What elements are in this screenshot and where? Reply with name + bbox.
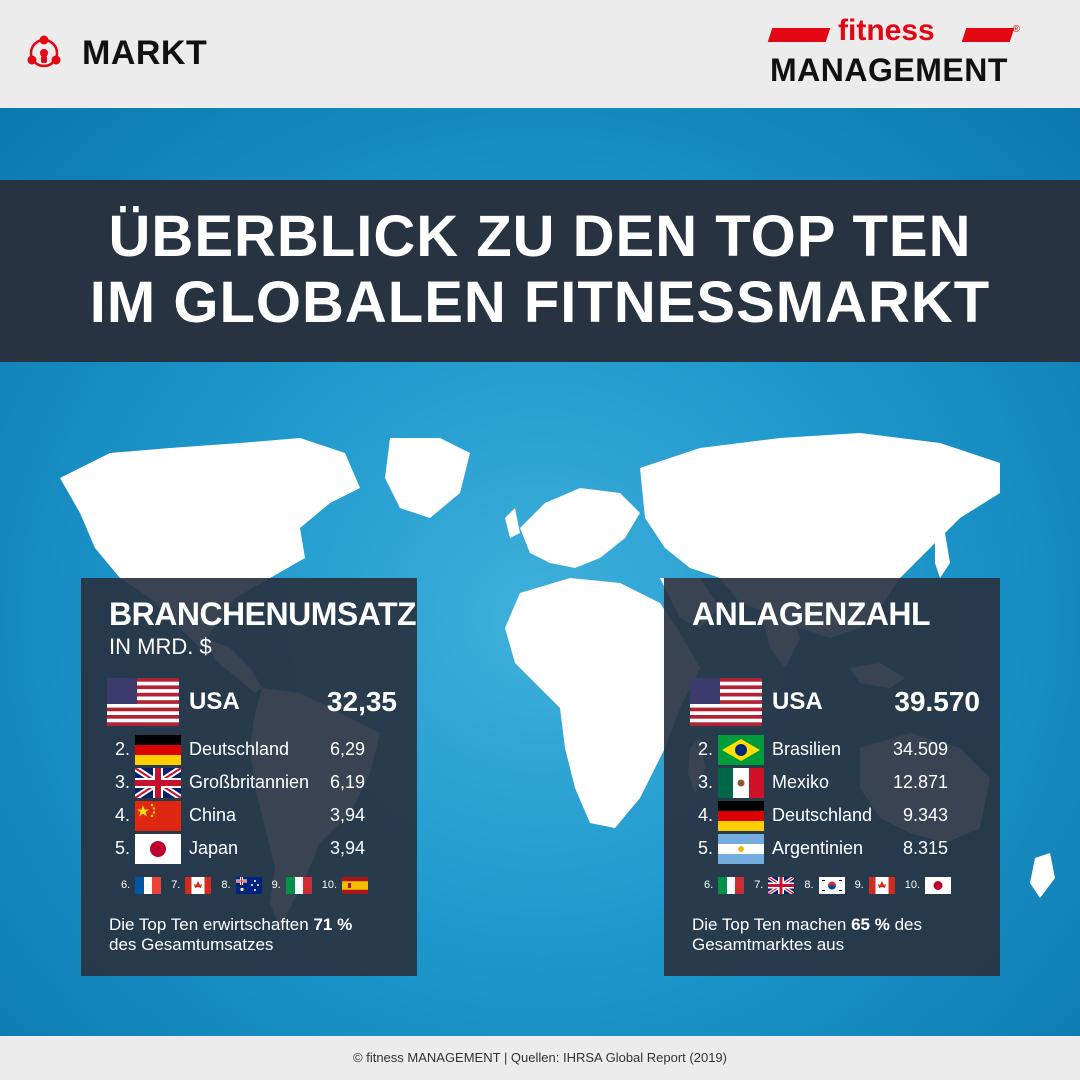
rank-row: 2. Brasilien 34.509: [698, 735, 948, 765]
title-line-2: IM GLOBALEN FITNESSMARKT: [89, 270, 991, 335]
spain-flag-icon: [342, 876, 369, 894]
facilities-note: Die Top Ten machen 65 % des Gesamtmarkte…: [692, 915, 922, 954]
canada-flag-icon: [868, 876, 895, 894]
uk-flag-icon: [135, 768, 181, 798]
logo-management: MANAGEMENT: [770, 52, 1008, 88]
category-label: MARKT: [24, 33, 207, 73]
rank-row: 3. Mexiko 12.871: [698, 768, 948, 798]
country-name: USA: [189, 688, 240, 715]
south-korea-flag-icon: [818, 876, 845, 894]
rank-row: 4. Deutschland 9.343: [698, 801, 948, 831]
japan-flag-icon: [925, 876, 952, 894]
country-name: USA: [772, 688, 823, 715]
argentina-flag-icon: [718, 834, 764, 864]
italy-flag-icon: [285, 876, 312, 894]
rank-row: 5. Japan 3,94: [115, 834, 365, 864]
rank-row: 2. Deutschland 6,29: [115, 735, 365, 765]
usa-flag-icon: [690, 678, 762, 726]
logo-fitness: fitness: [838, 14, 935, 47]
italy-flag-icon: [718, 876, 745, 894]
mexico-flag-icon: [718, 768, 764, 798]
footer: © fitness MANAGEMENT | Quellen: IHRSA Gl…: [0, 1036, 1080, 1080]
title-banner: ÜBERBLICK ZU DEN TOP TEN IM GLOBALEN FIT…: [0, 180, 1080, 362]
france-flag-icon: [135, 876, 162, 894]
country-value: 39.570: [894, 686, 980, 717]
facilities-panel: ANLAGENZAHL USA 39.570 2. Brasilien 34.5…: [664, 578, 1000, 976]
rank-1-row: USA 32,35: [107, 678, 397, 728]
top-bar: MARKT fitness ® MANAGEMENT: [0, 0, 1080, 108]
revenue-panel: BRANCHENUMSATZ IN MRD. $ USA 32,35 2. De…: [81, 578, 417, 976]
category-text: MARKT: [82, 33, 208, 72]
title-line-1: ÜBERBLICK ZU DEN TOP TEN: [108, 204, 972, 269]
source-credit: © fitness MANAGEMENT | Quellen: IHRSA Gl…: [353, 1050, 727, 1065]
usa-flag-icon: [107, 678, 179, 726]
network-people-icon: [27, 35, 61, 68]
panel-title: BRANCHENUMSATZ: [109, 596, 417, 632]
country-value: 32,35: [326, 686, 397, 717]
rank-row: 5. Argentinien 8.315: [698, 834, 948, 864]
brazil-flag-icon: [718, 735, 764, 765]
germany-flag-icon: [135, 735, 181, 765]
rank-row: 3. Großbritannien 6,19: [115, 768, 365, 798]
china-flag-icon: [135, 801, 181, 831]
uk-flag-icon: [768, 876, 795, 894]
canada-flag-icon: [185, 876, 212, 894]
australia-flag-icon: [235, 876, 262, 894]
rank-row: 4. China 3,94: [115, 801, 365, 831]
panel-subtitle: IN MRD. $: [109, 634, 212, 659]
panel-title: ANLAGENZAHL: [692, 596, 931, 632]
rank-1-row: USA 39.570: [690, 678, 980, 728]
ranks-6-10: 6. 7. 8. 9. 10.: [704, 875, 984, 895]
fitness-management-logo: fitness ® MANAGEMENT: [767, 14, 1020, 90]
ranks-6-10: 6. 7. 8. 9. 10.: [121, 875, 401, 895]
germany-flag-icon: [718, 801, 764, 831]
revenue-note: Die Top Ten erwirtschaften 71 % des Gesam…: [109, 915, 353, 954]
japan-flag-icon: [135, 834, 181, 864]
